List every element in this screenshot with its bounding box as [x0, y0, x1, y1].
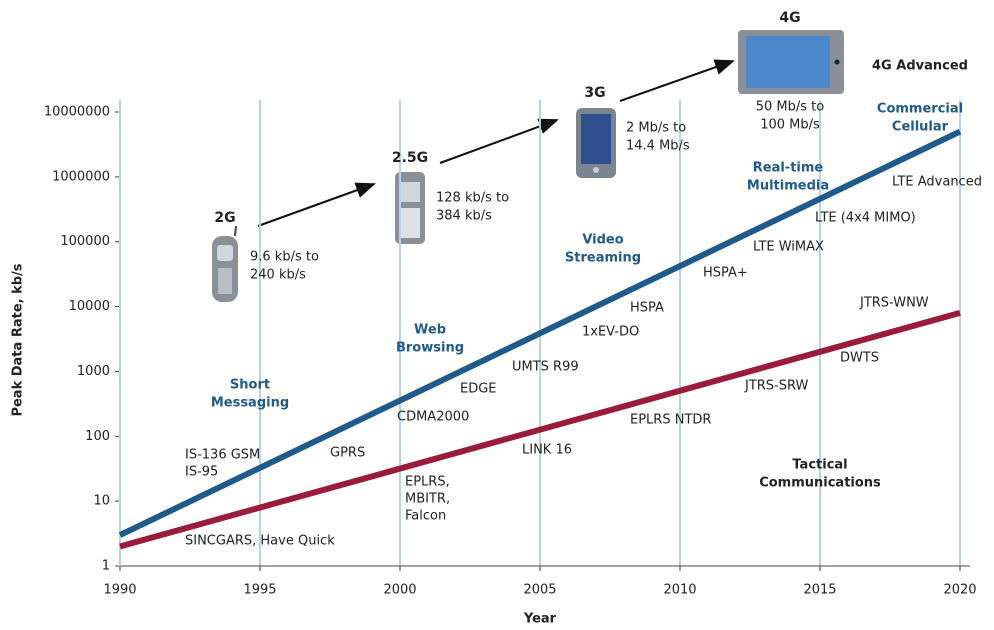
x-tick-label: 2010: [663, 583, 696, 598]
y-tick-label: 1: [102, 559, 110, 574]
series-label: Tactical: [792, 458, 847, 473]
technology-label: UMTS R99: [512, 360, 579, 375]
y-tick-label: 10000: [69, 299, 110, 314]
technology-label: EPLRS,: [405, 475, 450, 490]
generation-label: 3G: [584, 85, 605, 101]
x-tick-label: 2020: [943, 583, 976, 598]
technology-label: JTRS-WNW: [859, 296, 929, 311]
technology-label: 1xEV-DO: [582, 325, 639, 340]
rate-label: 2 Mb/s to: [626, 121, 686, 136]
phase-label: Video: [582, 233, 623, 248]
note: 4G Advanced: [872, 59, 968, 74]
y-tick-label: 100000: [60, 234, 110, 249]
rate-label: 50 Mb/s to: [756, 100, 825, 115]
series-label: Communications: [759, 476, 881, 491]
y-tick-label: 1000000: [52, 169, 110, 184]
tablet-4g: [738, 30, 844, 94]
technology-label: LTE (4x4 MIMO): [815, 211, 916, 226]
technology-label: GPRS: [330, 446, 365, 461]
technology-label: EPLRS NTDR: [630, 413, 711, 428]
y-tick-label: 100: [85, 429, 110, 444]
phase-label: Messaging: [211, 396, 289, 411]
y-tick-label: 10: [93, 494, 110, 509]
chart: Year Peak Data Rate, kb/s 4G Advanced 19…: [0, 0, 994, 630]
technology-label: HSPA: [630, 301, 664, 316]
x-tick-label: 2015: [803, 583, 836, 598]
technology-label: LTE WiMAX: [753, 240, 824, 255]
x-tick-label: 1995: [243, 583, 276, 598]
y-tick-label: 1000: [77, 364, 110, 379]
series-label: Commercial: [877, 102, 963, 117]
rate-label: 240 kb/s: [250, 268, 306, 283]
y-axis-label: Peak Data Rate, kb/s: [11, 263, 26, 416]
technology-label: LINK 16: [522, 443, 572, 458]
phone-2g: [212, 226, 238, 302]
x-tick-label: 1990: [103, 583, 136, 598]
technology-label: LTE Advanced: [892, 175, 982, 190]
technology-label: CDMA2000: [397, 410, 469, 425]
rate-label: 9.6 kb/s to: [250, 250, 319, 265]
phase-label: Multimedia: [747, 179, 829, 194]
y-tick-label: 10000000: [44, 105, 110, 120]
phone-3g: [576, 108, 616, 178]
rate-label: 100 Mb/s: [760, 118, 820, 133]
generation-label: 4G: [779, 10, 800, 26]
technology-label: JTRS-SRW: [744, 379, 809, 394]
arrow: [258, 184, 374, 226]
x-tick-label: 2005: [523, 583, 556, 598]
series-label: Cellular: [892, 120, 949, 135]
technology-label: DWTS: [840, 351, 879, 366]
technology-label: SINCGARS, Have Quick: [185, 534, 335, 549]
technology-label: Falcon: [405, 509, 446, 524]
rate-label: 384 kb/s: [436, 209, 492, 224]
phase-label: Browsing: [396, 341, 464, 356]
technology-label: IS-95: [185, 465, 218, 480]
rate-label: 128 kb/s to: [436, 191, 509, 206]
technology-label: EDGE: [460, 382, 497, 397]
x-axis-label: Year: [523, 612, 557, 627]
technology-label: HSPA+: [703, 266, 748, 281]
rate-label: 14.4 Mb/s: [626, 139, 690, 154]
generation-label: 2G: [214, 210, 235, 226]
technology-label: MBITR,: [405, 492, 450, 507]
arrow: [620, 61, 733, 101]
phase-label: Real-time: [753, 161, 824, 176]
phase-label: Short: [230, 378, 270, 393]
technology-label: IS-136 GSM: [185, 448, 260, 463]
x-tick-label: 2000: [383, 583, 416, 598]
generation-label: 2.5G: [392, 150, 428, 166]
phase-label: Web: [414, 323, 446, 338]
phase-label: Streaming: [565, 251, 641, 266]
